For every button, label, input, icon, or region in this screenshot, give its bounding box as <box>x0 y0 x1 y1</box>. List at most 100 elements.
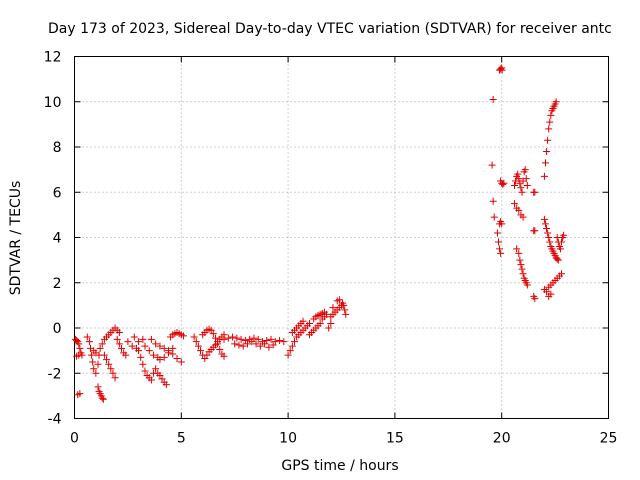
data-point <box>98 340 106 348</box>
data-point <box>135 338 143 346</box>
data-point <box>137 353 145 361</box>
data-point <box>553 255 561 263</box>
data-point <box>248 338 256 346</box>
data-point <box>498 66 506 74</box>
data-point <box>545 234 553 241</box>
data-point <box>541 220 549 228</box>
data-point <box>518 265 526 273</box>
y-tick-label: 4 <box>53 231 62 247</box>
data-point <box>500 179 508 187</box>
data-point <box>179 332 187 340</box>
data-point <box>541 159 549 167</box>
data-point <box>325 324 333 332</box>
data-point <box>252 340 260 348</box>
x-tick-labels: 0 5 10 15 20 25 <box>70 431 617 447</box>
data-point <box>111 374 119 382</box>
y-tick-labels: -4 -2 0 2 4 6 8 10 12 <box>44 50 62 428</box>
data-point <box>244 340 252 348</box>
data-point <box>211 334 219 342</box>
x-tick-label: 25 <box>600 431 618 447</box>
data-point <box>164 347 172 355</box>
data-point <box>76 344 84 352</box>
data-point <box>192 338 200 346</box>
data-point <box>267 335 275 343</box>
data-point <box>113 335 121 343</box>
data-point <box>124 338 132 346</box>
data-point <box>531 227 539 235</box>
data-point <box>269 341 277 349</box>
y-tick-label: 10 <box>44 95 62 111</box>
data-point <box>560 231 568 239</box>
data-point <box>237 335 245 343</box>
data-point <box>496 245 504 253</box>
data-point <box>76 390 84 398</box>
data-point <box>531 295 539 303</box>
data-point <box>194 342 202 350</box>
data-point <box>519 213 527 221</box>
data-point <box>511 181 519 189</box>
data-point <box>516 256 524 264</box>
x-tick-label: 0 <box>70 431 79 447</box>
data-point <box>197 347 205 355</box>
data-point <box>107 365 115 373</box>
data-point <box>514 170 522 178</box>
data-point <box>498 220 506 228</box>
data-point <box>531 188 539 196</box>
data-point <box>543 224 551 232</box>
data-point <box>280 338 288 346</box>
y-tick-label: 2 <box>53 276 62 292</box>
data-point <box>115 340 123 348</box>
data-point <box>73 352 81 360</box>
data-point <box>316 319 324 327</box>
data-point <box>546 118 554 126</box>
data-point <box>92 349 100 357</box>
data-point <box>216 345 224 353</box>
data-point <box>519 270 527 278</box>
data-point <box>284 351 292 359</box>
data-point <box>335 296 343 304</box>
data-point <box>177 358 185 366</box>
data-point <box>220 335 228 343</box>
x-tick-label: 20 <box>493 431 511 447</box>
data-point <box>128 342 136 350</box>
data-point <box>96 344 104 352</box>
data-point <box>342 310 350 318</box>
y-tick-label: 0 <box>53 321 62 337</box>
data-point <box>494 238 502 246</box>
data-point <box>220 352 228 360</box>
y-tick-label: 8 <box>53 140 62 156</box>
data-point <box>276 336 284 344</box>
data-point <box>156 356 164 364</box>
data-point <box>556 245 564 253</box>
data-point <box>190 333 198 341</box>
data-point <box>515 175 523 183</box>
data-point <box>493 229 501 237</box>
data-point <box>545 125 553 133</box>
data-point <box>94 383 102 391</box>
data-point <box>288 342 296 350</box>
data-point <box>141 342 149 350</box>
x-tick-label: 5 <box>177 431 186 447</box>
data-point <box>98 394 106 402</box>
data-point <box>89 358 97 366</box>
data-point <box>145 347 153 355</box>
data-point <box>150 351 158 359</box>
data-point <box>265 343 273 351</box>
data-point <box>88 351 96 359</box>
data-point <box>511 200 519 208</box>
data-point <box>156 342 164 350</box>
data-point <box>139 360 147 368</box>
data-point <box>327 319 335 327</box>
data-point <box>513 245 521 253</box>
data-point <box>523 281 531 289</box>
data-point <box>109 369 117 377</box>
data-point <box>233 334 241 342</box>
data-point <box>83 333 91 341</box>
data-point <box>499 180 507 188</box>
data-point <box>543 288 551 296</box>
data-point <box>135 347 143 355</box>
data-point <box>85 338 93 346</box>
data-point <box>320 308 328 316</box>
y-tick-label: -2 <box>48 366 62 382</box>
